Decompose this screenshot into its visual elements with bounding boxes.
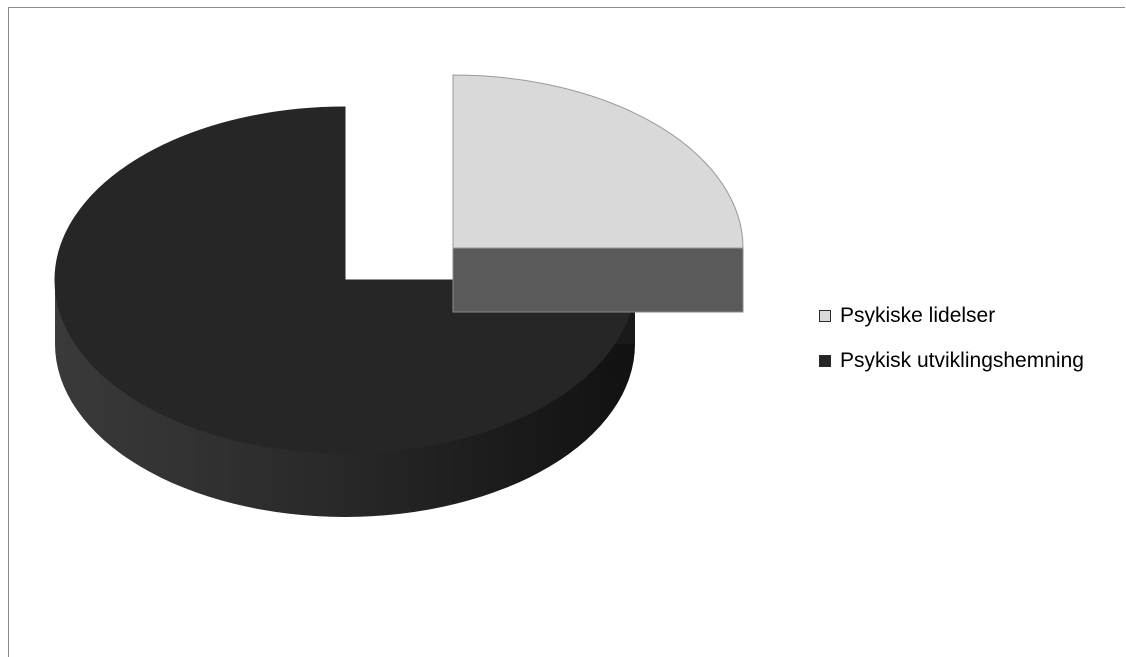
pie-slice-top <box>54 106 636 454</box>
legend-label: Psykiske lidelser <box>840 304 996 327</box>
pie-slice-cut-wall <box>452 247 744 313</box>
chart-area: Psykiske lidelser Psykisk utviklingshemn… <box>8 7 1125 657</box>
legend-swatch <box>819 355 831 367</box>
pie-slice-side-wall <box>55 280 635 517</box>
legend: Psykiske lidelser Psykisk utviklingshemn… <box>819 302 1084 392</box>
pie-slice-psykiske-lidelser <box>452 74 744 313</box>
legend-swatch <box>819 310 831 322</box>
legend-item-psykiske-lidelser: Psykiske lidelser <box>819 302 1084 330</box>
legend-item-psykisk-utviklingshemning: Psykisk utviklingshemning <box>819 347 1084 375</box>
legend-label: Psykisk utviklingshemning <box>840 349 1084 372</box>
pie-chart <box>54 74 744 517</box>
pie-slice-top <box>452 74 744 249</box>
